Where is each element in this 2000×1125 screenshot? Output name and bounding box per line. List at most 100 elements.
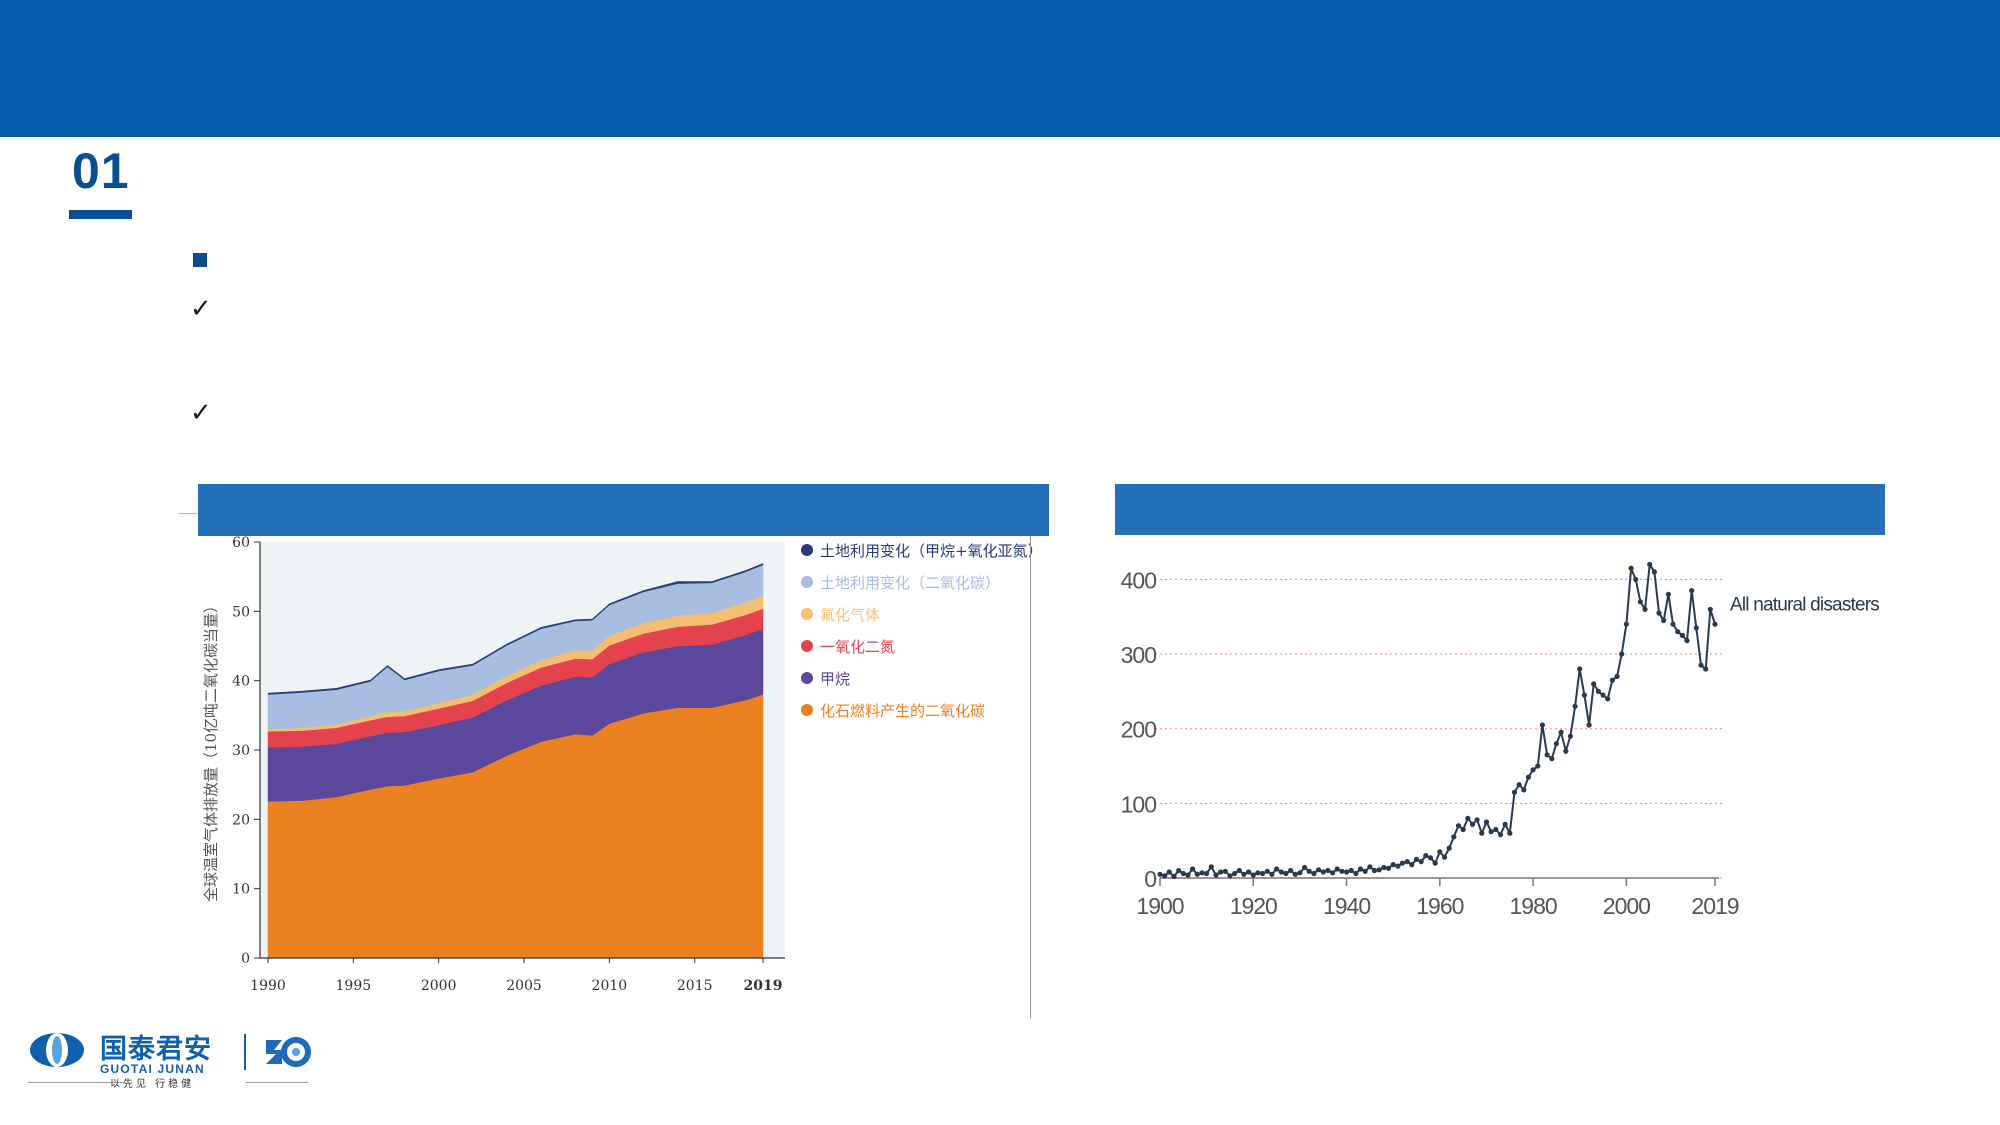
data-point: [1409, 862, 1415, 868]
data-point: [1166, 869, 1172, 875]
data-point: [1703, 666, 1709, 672]
legend-label: 化石燃料产生的二氧化碳: [820, 702, 985, 720]
data-point: [1567, 733, 1573, 739]
data-point: [1297, 870, 1303, 876]
data-point: [1250, 872, 1256, 878]
y-tick-label: 0: [1144, 866, 1156, 892]
series-label: All natural disasters: [1730, 595, 1879, 616]
emissions-chart: 0 10 20 30 40 50 60 1990 1995 2000 2005 2010 2015 201…: [190, 530, 1040, 1020]
data-point: [1451, 834, 1457, 840]
data-point: [1455, 823, 1462, 829]
emissions-chart-svg: 0 10 20 30 40 50 60 1990 1995 2000 2005 2010 2015 201…: [202, 535, 1040, 994]
data-point: [1684, 638, 1690, 644]
header-bar: [0, 0, 2000, 137]
data-point: [1399, 860, 1406, 866]
data-point: [1549, 756, 1555, 762]
data-point: [1595, 688, 1601, 694]
data-point: [1320, 869, 1326, 875]
section-number: 01: [72, 143, 130, 199]
data-point: [1488, 829, 1494, 835]
data-point: [1469, 821, 1476, 827]
data-point: [1507, 830, 1513, 836]
company-logo: 国泰君安 GUOTAI JUNAN 以先见 行稳健: [26, 1020, 326, 1115]
data-point: [1502, 821, 1508, 827]
data-point: [1530, 767, 1536, 773]
data-point: [1497, 832, 1504, 838]
legend-label: 土地利用变化（二氧化碳）: [820, 574, 1000, 592]
data-point: [1325, 867, 1331, 874]
y-tick-label: 0: [241, 951, 250, 967]
data-point: [1288, 867, 1294, 874]
data-point: [1427, 855, 1434, 861]
data-point: [1371, 867, 1378, 874]
data-point: [1558, 729, 1564, 735]
data-point: [1180, 870, 1186, 877]
data-point: [1334, 866, 1340, 872]
guotai-junan-logo-icon: [30, 1033, 84, 1067]
data-point: [1675, 629, 1681, 635]
data-point: [1521, 787, 1527, 793]
data-point: [1232, 870, 1238, 877]
x-tick-label: 2000: [421, 978, 457, 994]
data-point: [1572, 703, 1578, 709]
legend-marker: [801, 608, 813, 620]
legend-label: 一氧化二氮: [820, 638, 895, 656]
x-tick-label: 1960: [1416, 893, 1463, 919]
y-tick-label: 50: [232, 604, 250, 620]
data-point: [1311, 870, 1317, 877]
data-point: [1633, 576, 1639, 582]
y-tick-label: 60: [232, 535, 250, 551]
legend-marker: [801, 704, 813, 716]
data-point: [1712, 621, 1718, 627]
legend-label: 氟化气体: [820, 606, 880, 624]
legend-marker: [801, 672, 813, 684]
data-point: [1689, 588, 1695, 594]
data-point: [1628, 565, 1634, 571]
data-point: [1367, 864, 1373, 870]
data-point: [1511, 789, 1518, 795]
data-point: [1586, 722, 1592, 728]
data-point: [1665, 591, 1671, 597]
data-point: [1525, 774, 1531, 780]
legend-label: 土地利用变化（甲烷+氧化亚氮）: [820, 542, 1040, 560]
data-point: [1679, 632, 1685, 638]
logo-slogan: 以先见 行稳健: [110, 1079, 195, 1090]
data-point: [1260, 870, 1266, 877]
data-point: [1474, 817, 1480, 823]
left-chart-header: [198, 484, 1049, 536]
data-point: [1539, 722, 1545, 728]
data-point: [1577, 666, 1583, 672]
data-point: [1623, 621, 1629, 627]
data-point: [1162, 873, 1168, 879]
data-point: [1241, 871, 1247, 877]
data-point: [1278, 869, 1284, 875]
x-tick-label: 1995: [336, 978, 372, 994]
logo-name-en: GUOTAI JUNAN: [100, 1062, 205, 1076]
data-point: [1605, 696, 1611, 702]
data-point: [1423, 853, 1429, 859]
data-point: [1357, 866, 1364, 872]
data-point: [1381, 864, 1387, 871]
data-point: [1432, 860, 1438, 866]
data-point: [1483, 819, 1490, 825]
data-point: [1376, 867, 1382, 873]
logo-rule-right: [246, 1082, 308, 1083]
data-point: [1614, 673, 1620, 679]
x-tick-label: 1900: [1136, 893, 1183, 919]
data-point: [1581, 692, 1587, 698]
data-point: [1362, 868, 1368, 874]
x-tick-label: 2010: [592, 978, 628, 994]
data-point: [1591, 681, 1597, 687]
data-point: [1479, 830, 1485, 836]
chart-frame-line: [1030, 536, 1031, 1018]
data-point: [1348, 867, 1354, 874]
data-point: [1516, 782, 1522, 788]
logo-name-cn: 国泰君安: [100, 1034, 212, 1065]
data-point: [1418, 859, 1424, 865]
legend-label: 甲烷: [820, 670, 850, 688]
logo-rule-left: [28, 1082, 124, 1083]
data-point: [1344, 869, 1350, 875]
area-series-5: [267, 563, 764, 695]
data-point: [1493, 826, 1499, 833]
data-point: [1306, 868, 1312, 874]
